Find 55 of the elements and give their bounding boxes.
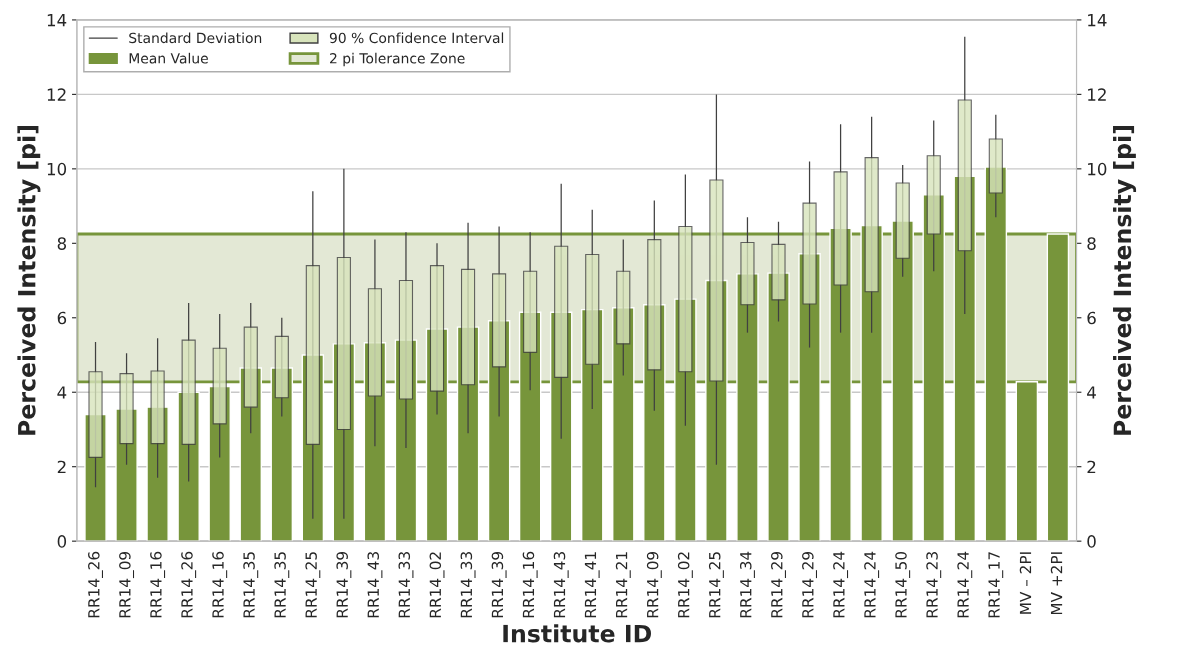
x-tick-label: RR14_26 [181, 551, 197, 618]
y2-tick-label: 6 [1087, 311, 1096, 325]
x-tick-label: RR14_16 [150, 551, 166, 618]
y-tick-label: 8 [57, 237, 67, 250]
x-tick-label: RR14_26 [88, 551, 103, 618]
y2-tick-label: 8 [1087, 237, 1096, 250]
x-tick-label: RR14_16 [212, 551, 228, 618]
x-tick-label: RR14_24 [957, 551, 973, 618]
x-tick-label: RR14_21 [615, 552, 631, 618]
y2-tick-label: 10 [1088, 162, 1107, 176]
x-axis-title: Institute ID [503, 624, 651, 643]
x-tick-label: RR14_24 [833, 551, 849, 618]
x-tick-label: RR14_17 [988, 552, 1004, 618]
x-tick-label: RR14_43 [367, 552, 383, 618]
x-tick-label: RR14_35 [274, 552, 290, 618]
y-tick-label: 12 [47, 88, 66, 101]
legend-label: 2 pi Tolerance Zone [330, 52, 465, 67]
x-tick-label: RR14_23 [926, 552, 942, 618]
annotation: Standard Deviation [129, 32, 262, 44]
x-tick-label: RR14_39 [336, 551, 352, 618]
x-tick-label: RR14_34 [739, 551, 755, 618]
y-tick-label: 6 [57, 311, 67, 325]
legend-label: 90 % Confidence Interval [329, 32, 504, 44]
y-tick-label: 0 [57, 535, 67, 548]
legend-label: Mean Value [129, 52, 208, 64]
x-tick-label: RR14_33 [460, 552, 476, 618]
y2-axis-title: Perceived Intensity [pi] [1113, 126, 1137, 435]
x-tick-label: RR14_09 [119, 551, 135, 618]
y2-tick-label: 4 [1087, 386, 1096, 399]
x-tick-label: RR14_09 [646, 551, 662, 618]
x-tick-label: MV – 2PI [1019, 552, 1032, 614]
x-tick-label: RR14_50 [895, 551, 911, 618]
x-tick-label: RR14_25 [708, 552, 724, 618]
x-tick-label: RR14_41 [584, 552, 600, 618]
x-tick-label: RR14_29 [802, 551, 818, 618]
y2-tick-label: 2 [1087, 460, 1096, 474]
y-tick-label: 14 [47, 14, 67, 27]
x-tick-label: MV +2PI [1050, 552, 1063, 615]
y2-tick-label: 0 [1087, 535, 1096, 548]
y-tick-label: 2 [57, 460, 66, 474]
x-tick-label: RR14_35 [243, 552, 259, 618]
x-tick-label: RR14_24 [864, 551, 880, 618]
x-tick-label: RR14_39 [491, 551, 507, 618]
x-tick-label: RR14_33 [398, 552, 414, 618]
y-tick-label: 4 [57, 386, 67, 399]
y-tick-label: 10 [47, 162, 67, 176]
x-tick-label: RR14_29 [771, 551, 786, 618]
x-tick-label: RR14_43 [553, 552, 569, 618]
y-axis-title: Perceived Intensity [pi] [17, 126, 41, 435]
y2-tick-label: 14 [1088, 14, 1107, 27]
x-tick-label: RR14_02 [677, 552, 693, 618]
x-tick-label: RR14_02 [429, 552, 445, 618]
x-tick-label: RR14_25 [305, 552, 321, 618]
x-tick-label: RR14_16 [522, 551, 538, 618]
y2-tick-label: 12 [1088, 88, 1106, 101]
